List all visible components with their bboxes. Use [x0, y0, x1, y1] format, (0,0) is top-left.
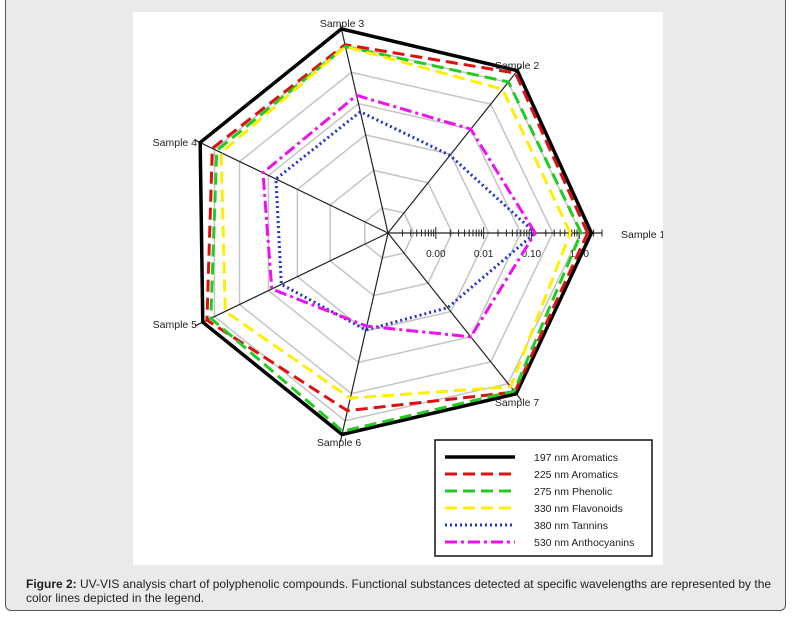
axis-spoke-3	[339, 24, 389, 234]
grid-ring-5	[238, 71, 554, 395]
axis-label-2: Sample 2	[495, 60, 540, 72]
figure-caption: Figure 2: UV-VIS analysis chart of polyp…	[26, 577, 776, 605]
tick-label: 0.00	[426, 249, 446, 260]
axis-spoke-5	[194, 232, 389, 327]
axis-label-3: Sample 3	[320, 18, 365, 30]
tick-label: 0.01	[474, 249, 494, 260]
axis-spoke-2	[387, 65, 522, 234]
axis-label-5: Sample 5	[153, 319, 198, 331]
grid-ring-3	[296, 134, 490, 332]
series-line-5	[274, 109, 538, 332]
axis-spoke-4	[194, 139, 389, 234]
legend-label-6: 530 nm Anthocyanins	[534, 537, 634, 549]
caption-label: Figure 2:	[26, 577, 77, 591]
axis-label-4: Sample 4	[153, 137, 198, 149]
axis-spoke-6	[339, 232, 389, 442]
series-line-6	[261, 93, 537, 339]
legend-label-4: 330 nm Flavonoids	[534, 503, 623, 515]
axis-label-7: Sample 7	[495, 397, 540, 409]
radar-chart: 0.00 0.01 0.10 1.00 Sample 1 Sample 2 Sample 3…	[133, 12, 663, 565]
grid-ring-1	[364, 207, 415, 259]
tick-label: 0.10	[522, 249, 542, 260]
legend-label-2: 225 nm Aromatics	[534, 469, 618, 481]
axis-spoke-7	[387, 232, 522, 401]
series-line-3	[209, 44, 583, 433]
caption-text: UV-VIS analysis chart of polyphenolic co…	[26, 577, 772, 605]
series-line-1	[198, 26, 594, 437]
axis-label-1: Sample 1	[621, 229, 663, 241]
legend-label-1: 197 nm Aromatics	[534, 452, 618, 464]
grid-ring-2	[329, 169, 454, 297]
legend-box	[434, 439, 653, 557]
series-line-2	[205, 43, 590, 413]
series-line-4	[219, 44, 572, 400]
legend-label-5: 380 nm Tannins	[534, 520, 608, 532]
axis-label-6: Sample 6	[317, 437, 362, 449]
legend-label-3: 275 nm Phenolic	[534, 486, 612, 498]
